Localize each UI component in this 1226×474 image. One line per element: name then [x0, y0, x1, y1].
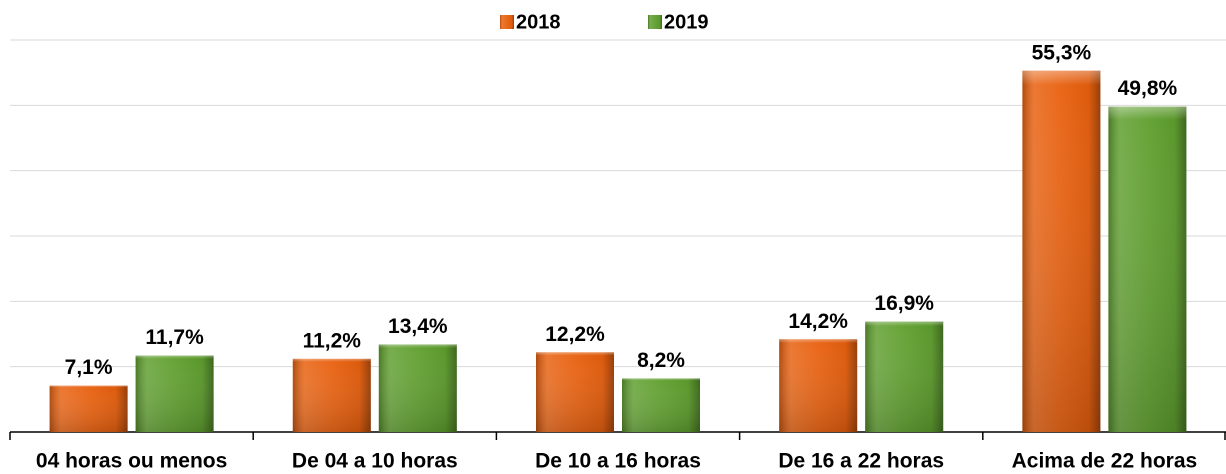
bar-shade [1022, 70, 1101, 432]
bar-shade [49, 385, 128, 432]
x-tick-label: De 16 a 22 horas [778, 450, 944, 473]
x-tick-label: De 04 a 10 horas [292, 450, 458, 473]
data-label: 16,9% [874, 292, 934, 315]
legend-swatch-shade [500, 15, 514, 29]
bar-shade [292, 358, 371, 432]
bar-shade [536, 352, 614, 432]
data-label: 12,2% [545, 323, 605, 346]
bar-shade [622, 378, 700, 432]
data-label: 11,2% [303, 329, 362, 352]
data-label: 11,7% [145, 326, 204, 349]
data-label: 49,8% [1118, 77, 1178, 100]
data-label: 55,3% [1032, 41, 1092, 64]
x-tick-label: Acima de 22 horas [1012, 450, 1198, 473]
legend-label: 2018 [516, 11, 561, 33]
x-tick-label: De 10 a 16 horas [535, 450, 701, 473]
legend-swatch-shade [648, 15, 662, 29]
data-label: 7,1% [65, 356, 113, 379]
bar-shade [865, 321, 944, 432]
legend-label: 2019 [664, 11, 709, 33]
bar-shade [1108, 106, 1187, 432]
bar-shade [779, 339, 858, 432]
data-label: 14,2% [788, 310, 848, 333]
bar-shade [135, 355, 214, 432]
data-label: 8,2% [637, 349, 685, 372]
x-tick-label: 04 horas ou menos [36, 450, 227, 473]
bar-shade [378, 344, 457, 432]
data-label: 13,4% [388, 315, 448, 338]
